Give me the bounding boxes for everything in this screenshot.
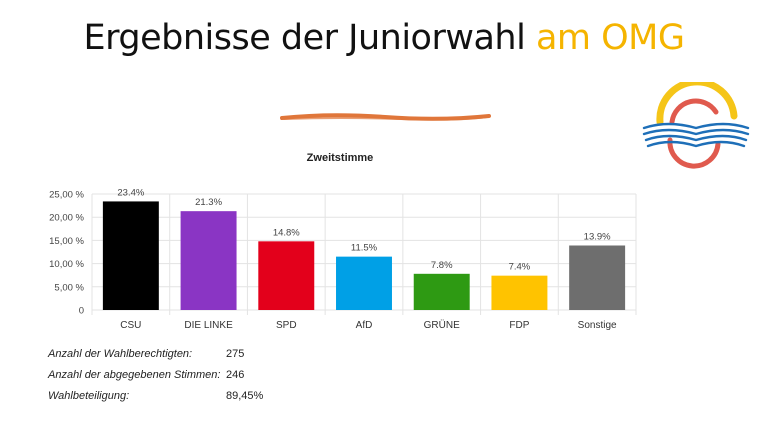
stat-label: Anzahl der abgegebenen Stimmen: bbox=[48, 369, 221, 381]
stat-row: Anzahl der abgegebenen Stimmen: 246 bbox=[48, 369, 263, 390]
bar-value-label: 13.9% bbox=[584, 232, 611, 243]
x-tick-label: GRÜNE bbox=[424, 319, 460, 331]
bar bbox=[569, 245, 626, 310]
y-tick-label: 25,00 % bbox=[49, 190, 84, 201]
x-tick-label: Sonstige bbox=[578, 320, 617, 331]
stat-value: 89,45% bbox=[226, 390, 264, 402]
y-tick-label: 5,00 % bbox=[54, 282, 84, 293]
stat-label: Anzahl der Wahlberechtigten: bbox=[48, 348, 193, 360]
chart-title: Zweitstimme bbox=[306, 152, 374, 164]
x-tick-label: DIE LINKE bbox=[184, 320, 233, 331]
x-tick-label: SPD bbox=[276, 320, 297, 331]
bar-value-label: 7.8% bbox=[431, 260, 453, 271]
stat-value: 275 bbox=[226, 348, 245, 360]
x-tick-label: FDP bbox=[509, 320, 529, 331]
bar bbox=[180, 211, 237, 310]
stat-row: Wahlbeteiligung: 89,45% bbox=[48, 390, 263, 411]
bar-value-label: 21.3% bbox=[195, 197, 222, 208]
bar-chart: 0 5,00 % 10,00 % 15,00 % 20,00 % 25,00 % 23.4… bbox=[49, 187, 637, 331]
y-tick-label: 20,00 % bbox=[49, 213, 84, 224]
stat-row: Anzahl der Wahlberechtigten: 275 bbox=[48, 348, 263, 369]
election-stats: Anzahl der Wahlberechtigten: 275 Anzahl de… bbox=[48, 348, 263, 411]
slide-title-main: Ergebnisse der Juniorwahl bbox=[83, 18, 536, 58]
bar-value-label: 23.4% bbox=[117, 187, 144, 198]
bar-value-label: 11.5% bbox=[351, 243, 378, 254]
bar bbox=[102, 201, 159, 310]
open-book-circle-logo-icon bbox=[642, 82, 750, 169]
bar bbox=[258, 241, 315, 310]
y-tick-label: 15,00 % bbox=[49, 236, 84, 247]
bar bbox=[413, 273, 470, 310]
slide-title: Ergebnisse der Juniorwahl am OMG bbox=[0, 18, 768, 58]
bar bbox=[491, 275, 548, 310]
x-tick-label: AfD bbox=[356, 320, 373, 331]
y-tick-label: 0 bbox=[79, 306, 84, 317]
stat-label: Wahlbeteiligung: bbox=[48, 390, 130, 402]
x-tick-label: CSU bbox=[120, 320, 141, 331]
bar bbox=[336, 256, 392, 310]
stat-value: 246 bbox=[226, 369, 245, 381]
bar-value-label: 14.8% bbox=[273, 227, 300, 238]
y-tick-label: 10,00 % bbox=[49, 259, 84, 270]
slide-title-accent: am OMG bbox=[535, 18, 685, 58]
bar-value-label: 7.4% bbox=[509, 262, 531, 273]
